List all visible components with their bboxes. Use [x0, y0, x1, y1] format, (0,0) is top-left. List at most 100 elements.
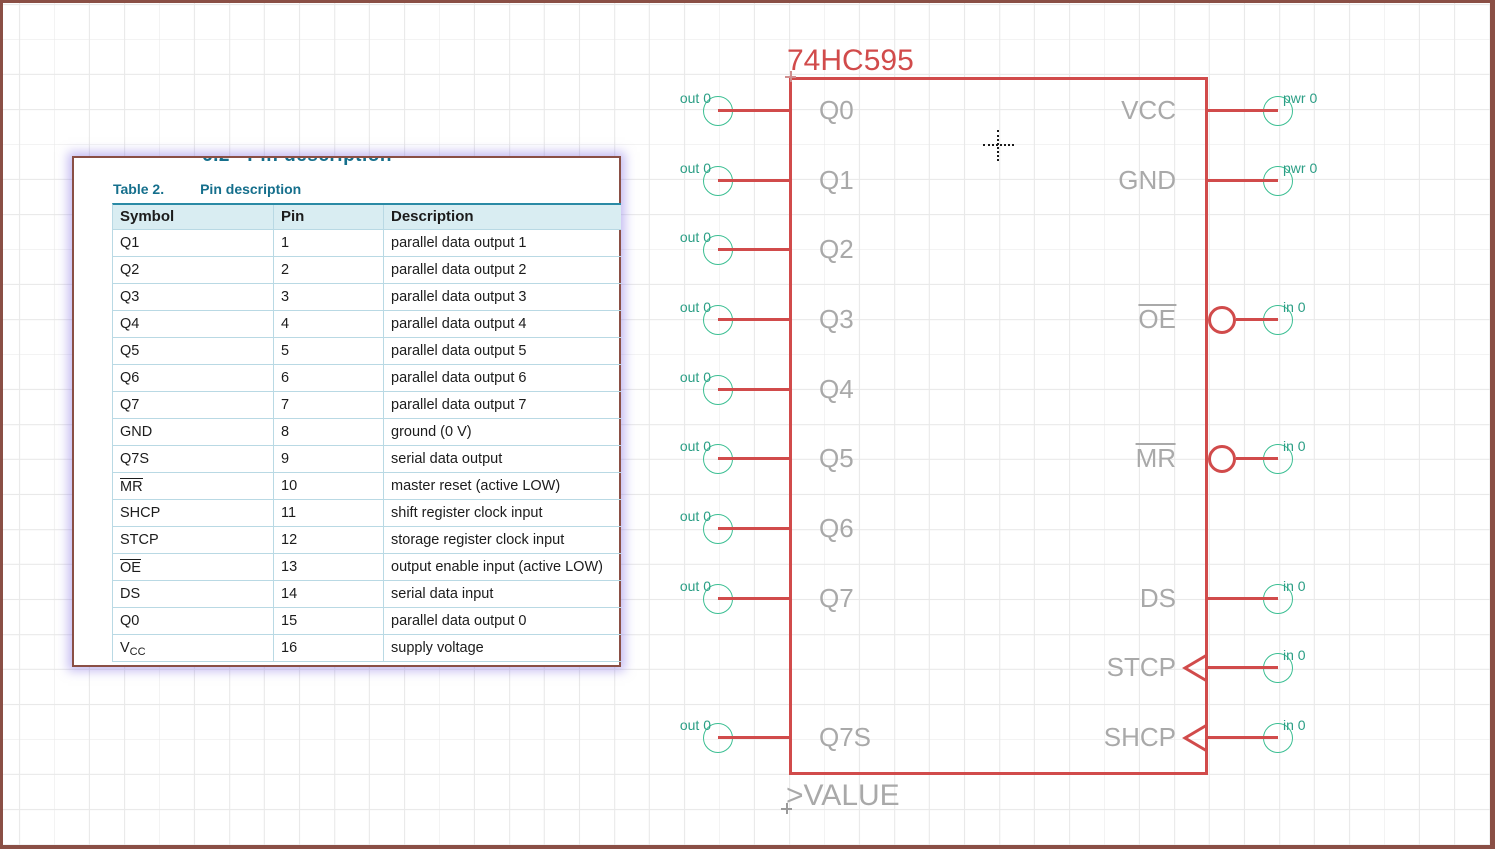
pin-wire-q7s[interactable] [718, 736, 790, 739]
pin-description-table: Symbol Pin Description Q1 1 parallel data ou… [112, 203, 621, 662]
table-cell-symbol: STCP [113, 527, 274, 553]
net-label-q3[interactable]: out 0 [679, 299, 711, 315]
value-anchor-cross-icon [781, 803, 792, 814]
table-header-row: Symbol Pin Description [112, 203, 621, 230]
table-cell-description: master reset (active LOW) [391, 478, 561, 494]
net-label-ds[interactable]: in 0 [1283, 578, 1306, 594]
pin-name-q7[interactable]: Q7 [819, 583, 854, 613]
pin-name-q3[interactable]: Q3 [819, 304, 854, 334]
table-cell-pin: 2 [274, 257, 384, 283]
pin-wire-q7[interactable] [718, 597, 790, 600]
net-label-oe[interactable]: in 0 [1283, 299, 1306, 315]
table-cell-symbol: GND [113, 419, 274, 445]
table-cell-pin: 16 [274, 635, 384, 661]
pin-name-q4[interactable]: Q4 [819, 374, 854, 404]
pin-wire-q4[interactable] [718, 388, 790, 391]
table-cell-pin: 10 [274, 473, 384, 499]
pin-name-overline-mr: MR [1135, 443, 1176, 473]
table-cell-pin: 14 [274, 581, 384, 607]
table-cell-description: parallel data output 3 [391, 289, 527, 305]
pin-wire-mr[interactable] [1236, 457, 1278, 460]
table-cell-description: parallel data output 2 [391, 262, 527, 278]
table-caption-title: Pin description [200, 181, 302, 197]
component-value-label[interactable]: >VALUE [786, 779, 900, 812]
net-label-shcp[interactable]: in 0 [1283, 717, 1306, 733]
net-label-q0[interactable]: out 0 [679, 90, 711, 106]
table-cell-pin: 11 [274, 500, 384, 526]
symbol-subscript-text: CC [129, 646, 146, 658]
pin-wire-oe[interactable] [1236, 318, 1278, 321]
table-cell-description: serial data output [391, 451, 503, 467]
pin-wire-ds[interactable] [1207, 597, 1278, 600]
pin-name-q7s[interactable]: Q7S [819, 722, 872, 752]
net-label-gnd[interactable]: pwr 0 [1283, 160, 1318, 176]
pin-wire-q0[interactable] [718, 109, 790, 112]
pin-name-stcp[interactable]: STCP [1106, 652, 1176, 682]
net-label-q4[interactable]: out 0 [679, 369, 711, 385]
table-cell-description: supply voltage [391, 640, 484, 656]
table-cell-pin: 8 [274, 419, 384, 445]
net-label-mr[interactable]: in 0 [1283, 438, 1306, 454]
pin-name-overline-oe: OE [1138, 304, 1176, 334]
table-cell-symbol: Q4 [113, 311, 274, 337]
table-cell-pin: 12 [274, 527, 384, 553]
table-body: Q1 1 parallel data output 1 Q2 2 parallel dat… [112, 230, 621, 662]
net-label-stcp[interactable]: in 0 [1283, 647, 1306, 663]
pin-wire-gnd[interactable] [1207, 179, 1278, 182]
net-label-q1[interactable]: out 0 [679, 160, 711, 176]
table-cell-pin: 5 [274, 338, 384, 364]
table-cell-pin: 4 [274, 311, 384, 337]
pin-name-q6[interactable]: Q6 [819, 513, 854, 543]
pin-wire-q5[interactable] [718, 457, 790, 460]
clock-triangle-icon-stcp [1182, 653, 1208, 683]
net-label-vcc[interactable]: pwr 0 [1283, 90, 1318, 106]
pin-name-oe[interactable]: OE [1138, 304, 1176, 334]
table-cell-symbol: Q2 [113, 257, 274, 283]
pin-name-ds[interactable]: DS [1139, 583, 1176, 613]
net-label-q2[interactable]: out 0 [679, 229, 711, 245]
pin-name-q1[interactable]: Q1 [819, 165, 854, 195]
pin-name-vcc[interactable]: VCC [1121, 95, 1176, 125]
pin-name-mr[interactable]: MR [1135, 443, 1176, 473]
table-cell-symbol: Q0 [113, 608, 274, 634]
table-cell-description: shift register clock input [391, 505, 543, 521]
pin-name-q2[interactable]: Q2 [819, 234, 854, 264]
table-cell-symbol: VCC [113, 635, 274, 661]
net-label-q5[interactable]: out 0 [679, 438, 711, 454]
table-row: GND 8 ground (0 V) [112, 419, 621, 446]
net-label-q6[interactable]: out 0 [679, 508, 711, 524]
table-row: MR 10 master reset (active LOW) [112, 473, 621, 500]
pin-name-shcp[interactable]: SHCP [1103, 722, 1176, 752]
net-label-q7s[interactable]: out 0 [679, 717, 711, 733]
datasheet-image-overlay[interactable]: 6.2 Pin description Table 2. Pin descript… [72, 156, 621, 667]
table-cell-symbol: Q3 [113, 284, 274, 310]
table-cell-pin: 6 [274, 365, 384, 391]
table-row: Q3 3 parallel data output 3 [112, 284, 621, 311]
table-row: Q7S 9 serial data output [112, 446, 621, 473]
pin-wire-shcp[interactable] [1207, 736, 1278, 739]
pin-name-gnd[interactable]: GND [1118, 165, 1176, 195]
pin-wire-q1[interactable] [718, 179, 790, 182]
net-label-q7[interactable]: out 0 [679, 578, 711, 594]
table-cell-symbol: Q7 [113, 392, 274, 418]
table-caption-label: Table 2. [113, 181, 165, 197]
pin-wire-q6[interactable] [718, 527, 790, 530]
pin-wire-vcc[interactable] [1207, 109, 1278, 112]
pin-name-q0[interactable]: Q0 [819, 95, 854, 125]
pin-name-q5[interactable]: Q5 [819, 443, 854, 473]
component-body[interactable] [789, 77, 1208, 775]
table-cell-symbol: SHCP [113, 500, 274, 526]
table-cell-symbol: Q1 [113, 230, 274, 256]
component-name-label[interactable]: 74HC595 [787, 44, 914, 77]
pin-wire-q2[interactable] [718, 248, 790, 251]
table-row: DS 14 serial data input [112, 581, 621, 608]
table-cell-symbol: Q6 [113, 365, 274, 391]
table-cell-description: ground (0 V) [391, 424, 472, 440]
inversion-bubble-mr[interactable] [1208, 445, 1236, 473]
inversion-bubble-oe[interactable] [1208, 306, 1236, 334]
table-cell-pin: 1 [274, 230, 384, 256]
clipped-section-heading-text: 6.2 Pin description [202, 158, 532, 165]
pin-wire-q3[interactable] [718, 318, 790, 321]
pin-wire-stcp[interactable] [1207, 666, 1278, 669]
